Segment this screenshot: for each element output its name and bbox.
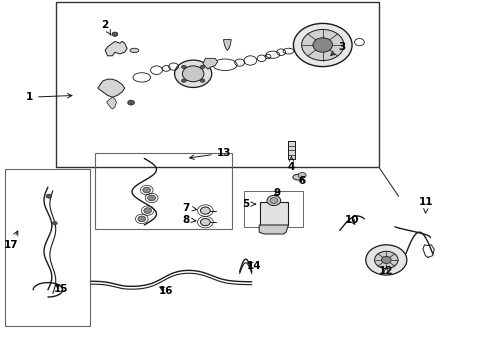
Ellipse shape — [130, 48, 139, 53]
Text: 6: 6 — [298, 176, 305, 186]
Polygon shape — [106, 97, 116, 109]
Circle shape — [142, 187, 150, 193]
Circle shape — [143, 208, 151, 213]
Bar — [5, 169, 90, 326]
Circle shape — [381, 256, 390, 264]
Text: 13: 13 — [189, 148, 231, 159]
Circle shape — [374, 251, 397, 269]
Ellipse shape — [292, 174, 303, 180]
Bar — [95, 153, 232, 229]
Bar — [56, 2, 378, 167]
Text: 14: 14 — [246, 261, 261, 271]
Circle shape — [112, 32, 118, 36]
Text: 8: 8 — [183, 215, 196, 225]
Circle shape — [200, 79, 204, 82]
Circle shape — [127, 100, 134, 105]
Circle shape — [181, 65, 186, 69]
Polygon shape — [223, 40, 231, 50]
Circle shape — [52, 221, 57, 225]
Circle shape — [266, 195, 280, 206]
Circle shape — [293, 23, 351, 67]
Text: 12: 12 — [378, 266, 393, 276]
Polygon shape — [105, 41, 127, 56]
Circle shape — [269, 198, 277, 203]
Circle shape — [200, 219, 210, 226]
Text: 5: 5 — [242, 199, 255, 209]
Text: 16: 16 — [159, 286, 173, 296]
Text: 17: 17 — [3, 231, 18, 250]
Bar — [260, 202, 287, 225]
Circle shape — [200, 207, 210, 214]
Circle shape — [301, 30, 343, 60]
Circle shape — [298, 172, 305, 178]
Circle shape — [312, 38, 332, 52]
Text: 2: 2 — [102, 20, 111, 35]
Circle shape — [147, 195, 155, 201]
Polygon shape — [203, 58, 217, 69]
Circle shape — [46, 194, 52, 198]
Circle shape — [174, 60, 211, 87]
Text: 10: 10 — [344, 215, 359, 225]
Text: 3: 3 — [330, 42, 345, 55]
Text: 15: 15 — [54, 284, 68, 294]
Text: 11: 11 — [418, 197, 433, 213]
Text: 9: 9 — [273, 188, 280, 198]
Circle shape — [182, 66, 203, 82]
Text: 7: 7 — [182, 203, 196, 213]
Polygon shape — [98, 79, 124, 97]
Circle shape — [138, 216, 145, 222]
Polygon shape — [259, 225, 288, 234]
Circle shape — [365, 245, 406, 275]
Circle shape — [200, 65, 204, 69]
Circle shape — [181, 79, 186, 82]
Bar — [244, 191, 303, 227]
Bar — [287, 141, 295, 159]
Text: 4: 4 — [287, 157, 295, 172]
Text: 1: 1 — [26, 92, 72, 102]
